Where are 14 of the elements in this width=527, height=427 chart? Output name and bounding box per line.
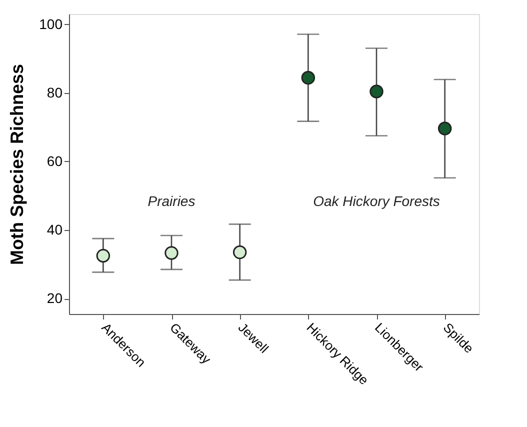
point [370,84,384,98]
y-axis-title: Moth Species Richness [7,64,28,266]
annotation: Oak Hickory Forests [313,193,440,209]
point [96,248,110,263]
y-tick-label: 60 [46,152,63,169]
point [232,245,247,260]
point [301,70,316,85]
y-tick-label: 20 [46,290,63,306]
y-tick-label: 80 [46,84,63,100]
y-tick-label: 40 [46,222,63,238]
point [164,246,178,260]
annotation: Prairies [148,193,196,209]
point [438,122,452,136]
y-tick-label: 100 [39,16,63,32]
